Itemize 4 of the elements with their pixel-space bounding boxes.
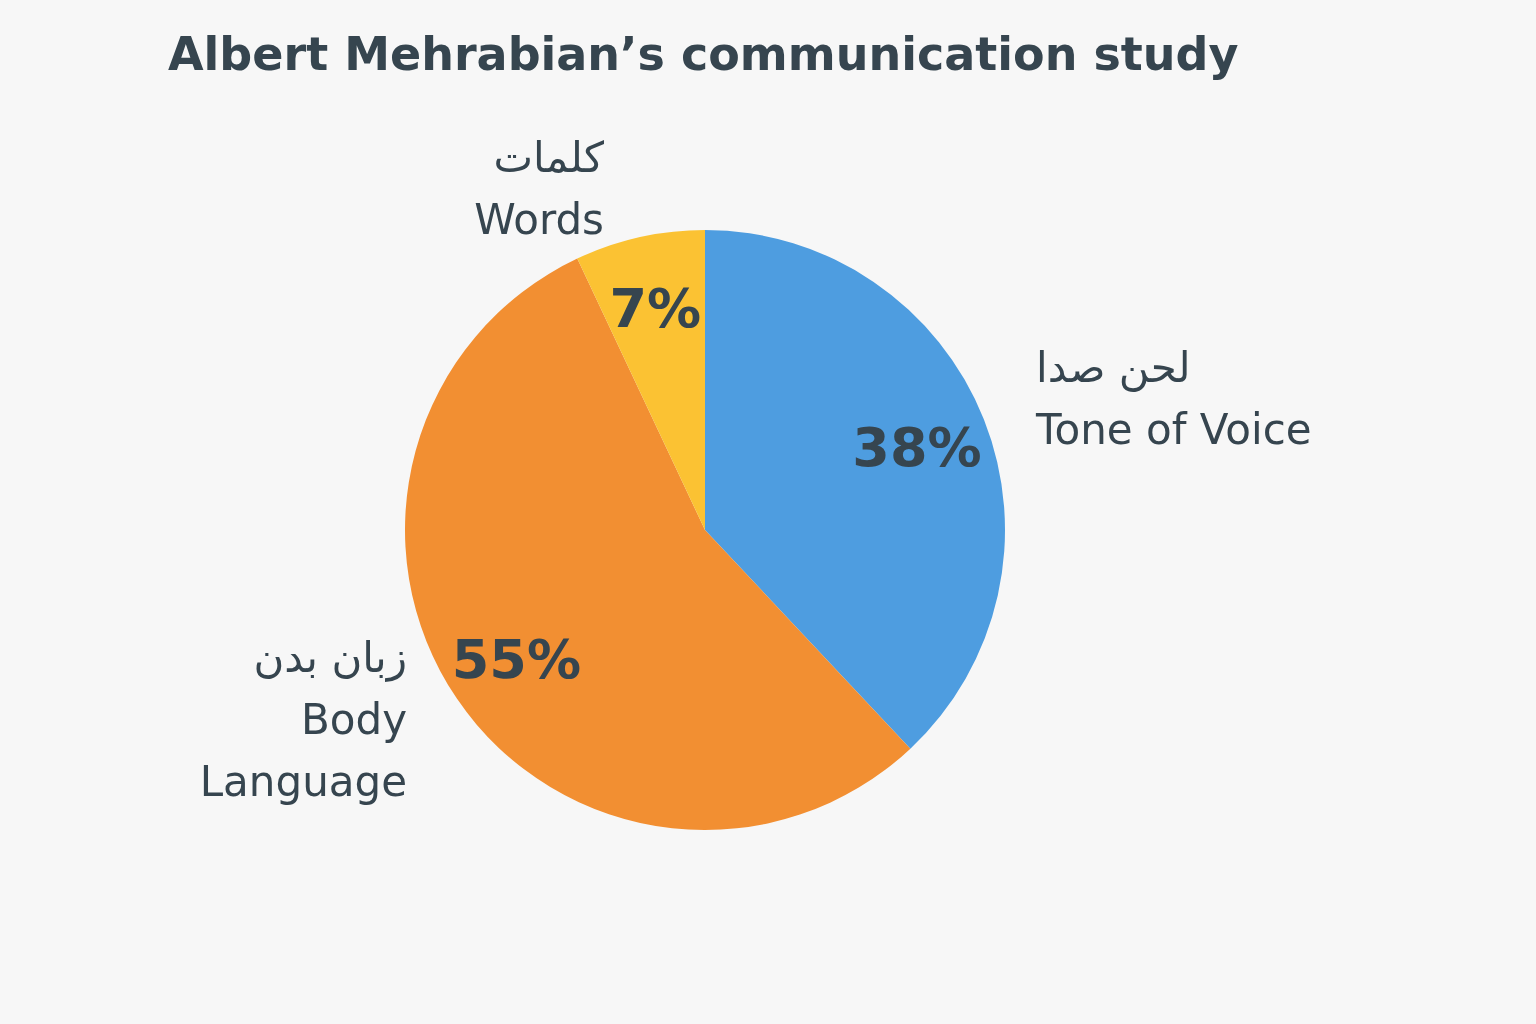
chart-title: Albert Mehrabian’s communication study <box>168 27 1239 81</box>
data-label: 55% <box>451 628 582 692</box>
data-label: 38% <box>852 416 982 480</box>
data-label: 7% <box>609 277 702 341</box>
